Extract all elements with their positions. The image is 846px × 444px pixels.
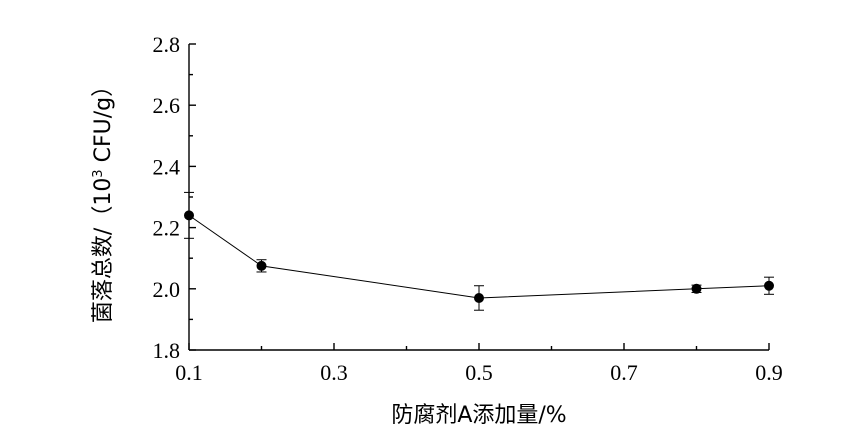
x-tick-label: 0.9: [755, 360, 783, 385]
x-tick-label: 0.3: [320, 360, 348, 385]
series: [184, 191, 774, 311]
x-tick-label: 0.1: [175, 360, 203, 385]
y-tick-label: 2.0: [153, 277, 181, 302]
y-tick-label: 1.8: [153, 338, 181, 363]
y-axis-title: 菌落总数/（103 CFU/g）: [91, 75, 116, 323]
data-point: [474, 292, 484, 303]
y-tick-label: 2.8: [153, 32, 181, 57]
data-point: [256, 260, 267, 271]
x-ticks: 0.1 0.3 0.5 0.7 0.9: [175, 343, 783, 385]
y-tick-label: 2.6: [153, 93, 181, 118]
y-axis-title-unit: CFU/g）: [91, 75, 116, 170]
y-axis-title-superscript: 3: [91, 169, 106, 177]
y-axis-title-main: 菌落总数/（10: [91, 178, 116, 323]
y-ticks: 1.8 2.0 2.2 2.4 2.6 2.8: [153, 32, 196, 363]
y-tick-label: 2.4: [153, 154, 181, 179]
x-tick-label: 0.5: [465, 360, 493, 385]
x-axis-title: 防腐剂A添加量/%: [391, 403, 566, 428]
data-point: [764, 280, 774, 291]
x-tick-label: 0.7: [610, 360, 638, 385]
data-point: [184, 210, 194, 221]
data-point: [691, 283, 702, 294]
y-tick-label: 2.2: [153, 216, 181, 241]
